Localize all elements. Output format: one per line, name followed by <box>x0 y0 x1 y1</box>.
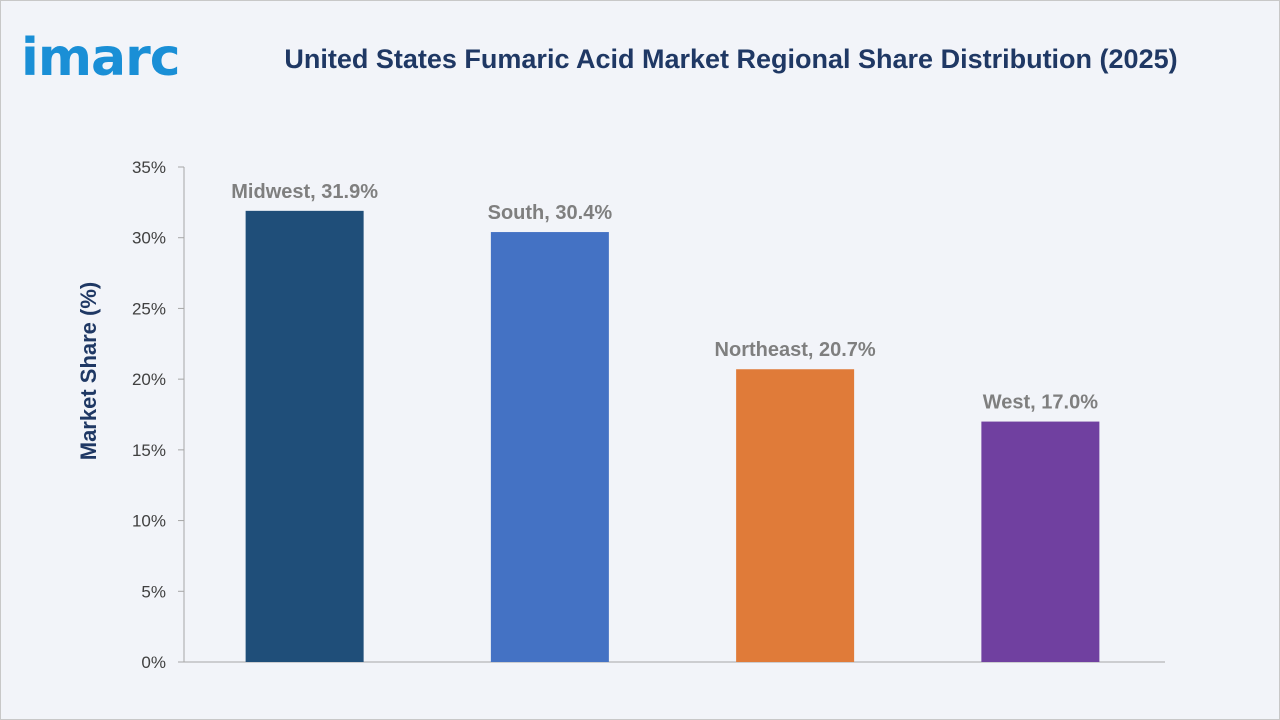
bar-west <box>981 421 1100 662</box>
y-tick-label: 20% <box>132 370 166 389</box>
y-tick-label: 10% <box>132 512 166 531</box>
imarc-logo-text: imarc <box>21 28 180 87</box>
y-tick-label: 0% <box>141 653 166 672</box>
chart-title: United States Fumaric Acid Market Region… <box>284 44 1178 74</box>
bar-south <box>490 232 609 663</box>
y-axis: 0% 5% 10% 15% 20% 25% 30% 35% <box>132 158 185 672</box>
data-labels: Midwest, 31.9% South, 30.4% Northeast, 20.… <box>231 181 1098 414</box>
y-tick-label: 15% <box>132 441 166 460</box>
bar-midwest <box>245 210 364 663</box>
y-tick-label: 5% <box>141 582 166 601</box>
imarc-logo: imarc <box>21 27 211 87</box>
data-label-northeast: Northeast, 20.7% <box>715 339 876 361</box>
imarc-logo-graphic: imarc <box>21 28 181 87</box>
bars <box>245 210 1100 663</box>
y-tick-label: 35% <box>132 158 166 177</box>
data-label-west: West, 17.0% <box>983 392 1098 414</box>
y-tick-label: 30% <box>132 229 166 248</box>
data-label-midwest: Midwest, 31.9% <box>231 181 378 203</box>
data-label-south: South, 30.4% <box>488 202 613 224</box>
y-tick-label: 25% <box>132 299 166 318</box>
bar-northeast <box>736 369 855 662</box>
